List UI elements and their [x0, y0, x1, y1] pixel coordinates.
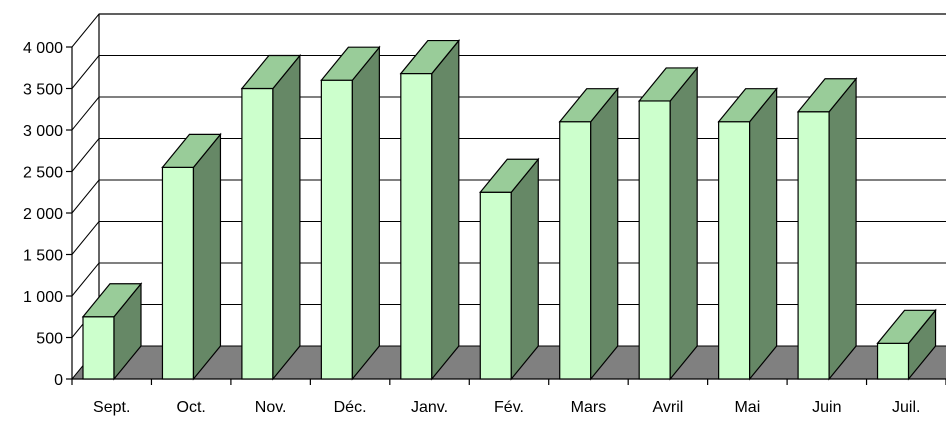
bar-front-face — [161, 166, 195, 380]
x-tick-label: Janv. — [411, 399, 448, 416]
bar-top-face — [399, 39, 461, 75]
bar-top-face — [717, 88, 778, 123]
bar-side-face — [828, 77, 857, 381]
y-tick-label: 2 500 — [23, 165, 63, 182]
bar-top-face — [320, 46, 381, 81]
x-tick-label: Mars — [571, 399, 607, 416]
bar-side-face — [272, 53, 301, 381]
bar — [81, 282, 143, 381]
x-tick-label: Juin — [812, 399, 841, 416]
bar — [240, 53, 302, 381]
y-tick-label: 1 000 — [23, 289, 63, 306]
bar-front-face — [82, 316, 115, 380]
bar-side-face — [510, 157, 539, 381]
bar-front-face — [320, 79, 353, 380]
bar-side-face — [431, 38, 460, 381]
bar — [637, 66, 699, 381]
bar — [558, 87, 619, 381]
gridline — [71, 55, 946, 89]
bar-front-face — [638, 100, 671, 380]
bar — [161, 132, 222, 381]
bar — [796, 77, 858, 381]
bar-top-face — [796, 78, 858, 113]
bar — [479, 157, 540, 381]
bar-front-face — [479, 191, 512, 380]
y-tick-label: 3 500 — [23, 82, 63, 99]
bar-side-face — [749, 87, 778, 381]
bar-side-face — [669, 66, 698, 381]
y-tick-label: 3 000 — [23, 123, 63, 140]
bar-front-face — [559, 121, 592, 380]
gridline — [71, 13, 946, 48]
bar-top-face — [637, 67, 699, 102]
bar-front-face — [718, 121, 751, 380]
y-tick-label: 0 — [54, 372, 63, 389]
x-tick-label: Juil. — [892, 399, 920, 416]
y-tick-label: 4 000 — [23, 40, 63, 57]
bar-top-face — [479, 158, 540, 193]
y-tick-label: 2 000 — [23, 206, 63, 223]
x-tick-label: Sept. — [93, 399, 130, 416]
y-tick-label: 500 — [36, 331, 63, 348]
bar-front-face — [797, 111, 830, 380]
bar-top-face — [240, 54, 302, 90]
bar-front-face — [876, 342, 910, 380]
x-tick-label: Nov. — [255, 399, 287, 416]
x-tick-label: Mai — [734, 399, 760, 416]
bar — [717, 87, 778, 381]
x-tick-label: Avril — [652, 399, 683, 416]
x-tick-label: Déc. — [334, 399, 367, 416]
bar-side-face — [192, 132, 222, 381]
bar-front-face — [400, 72, 433, 380]
x-tick-label: Oct. — [177, 399, 206, 416]
y-tick-label: 1 500 — [23, 248, 63, 265]
bar — [399, 38, 461, 381]
bar — [876, 308, 937, 381]
bar-top-face — [558, 88, 619, 123]
bar — [320, 45, 381, 381]
bar-front-face — [241, 87, 274, 380]
bar-top-face — [876, 309, 937, 344]
bar-top-face — [161, 133, 222, 168]
bar-side-face — [590, 87, 619, 381]
bar-side-face — [351, 45, 380, 381]
bar-top-face — [81, 283, 143, 318]
x-tick-label: Fév. — [494, 399, 524, 416]
